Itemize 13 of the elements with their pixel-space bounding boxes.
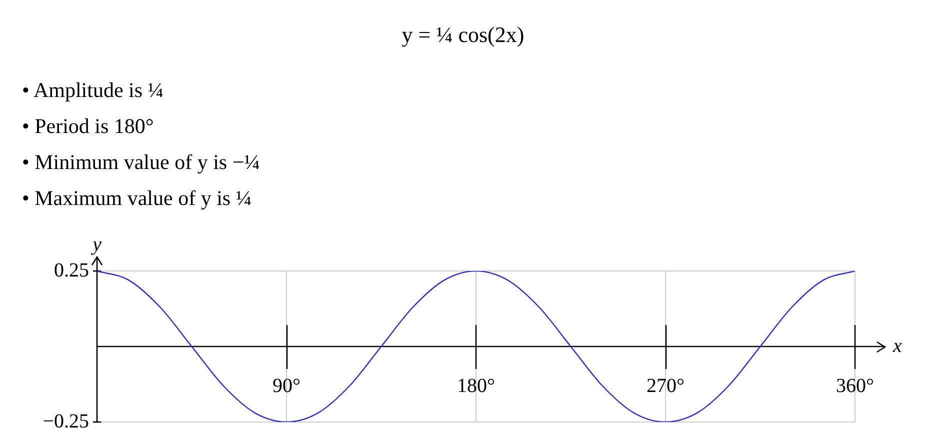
text: • Minimum value of y is −¼ bbox=[22, 149, 260, 176]
y-tick-label: −0.25 bbox=[42, 410, 89, 432]
chart-title: y = ¼ cos(2x) bbox=[400, 22, 526, 48]
x-tick-label: 180° bbox=[457, 374, 495, 397]
x-tick-label: 270° bbox=[646, 374, 684, 397]
text: • Maximum value of y is ¼ bbox=[22, 185, 253, 212]
text: • Period is 180° bbox=[22, 113, 155, 140]
y-tick-label: 0.25 bbox=[54, 259, 89, 282]
text: • Amplitude is ¼ bbox=[22, 77, 165, 104]
x-tick-label: 90° bbox=[272, 374, 300, 397]
x-tick-label: 360° bbox=[836, 374, 874, 397]
x-axis-title: x bbox=[892, 334, 902, 357]
y-axis-title: y bbox=[90, 233, 102, 256]
